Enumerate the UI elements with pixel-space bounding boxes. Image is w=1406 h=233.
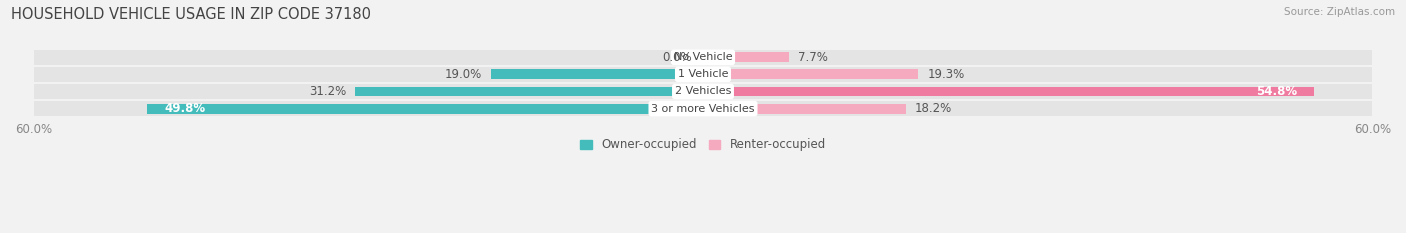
Bar xyxy=(703,52,789,62)
Text: No Vehicle: No Vehicle xyxy=(673,52,733,62)
Bar xyxy=(34,101,1372,116)
Text: 7.7%: 7.7% xyxy=(797,51,828,64)
Bar xyxy=(703,69,918,79)
Text: 1 Vehicle: 1 Vehicle xyxy=(678,69,728,79)
Text: 18.2%: 18.2% xyxy=(915,102,952,115)
Text: 2 Vehicles: 2 Vehicles xyxy=(675,86,731,96)
Bar xyxy=(34,50,1372,65)
Text: 19.0%: 19.0% xyxy=(444,68,482,81)
Bar xyxy=(34,84,1372,99)
Bar xyxy=(148,104,703,113)
Text: 49.8%: 49.8% xyxy=(165,102,205,115)
Text: 3 or more Vehicles: 3 or more Vehicles xyxy=(651,104,755,114)
Text: 0.0%: 0.0% xyxy=(662,51,692,64)
Text: HOUSEHOLD VEHICLE USAGE IN ZIP CODE 37180: HOUSEHOLD VEHICLE USAGE IN ZIP CODE 3718… xyxy=(11,7,371,22)
Text: 19.3%: 19.3% xyxy=(928,68,965,81)
Bar xyxy=(703,104,905,113)
Bar xyxy=(703,86,1315,96)
Text: 31.2%: 31.2% xyxy=(309,85,346,98)
Legend: Owner-occupied, Renter-occupied: Owner-occupied, Renter-occupied xyxy=(575,134,831,156)
Bar xyxy=(491,69,703,79)
Text: 54.8%: 54.8% xyxy=(1257,85,1298,98)
Text: Source: ZipAtlas.com: Source: ZipAtlas.com xyxy=(1284,7,1395,17)
Bar xyxy=(34,67,1372,82)
Bar xyxy=(354,86,703,96)
